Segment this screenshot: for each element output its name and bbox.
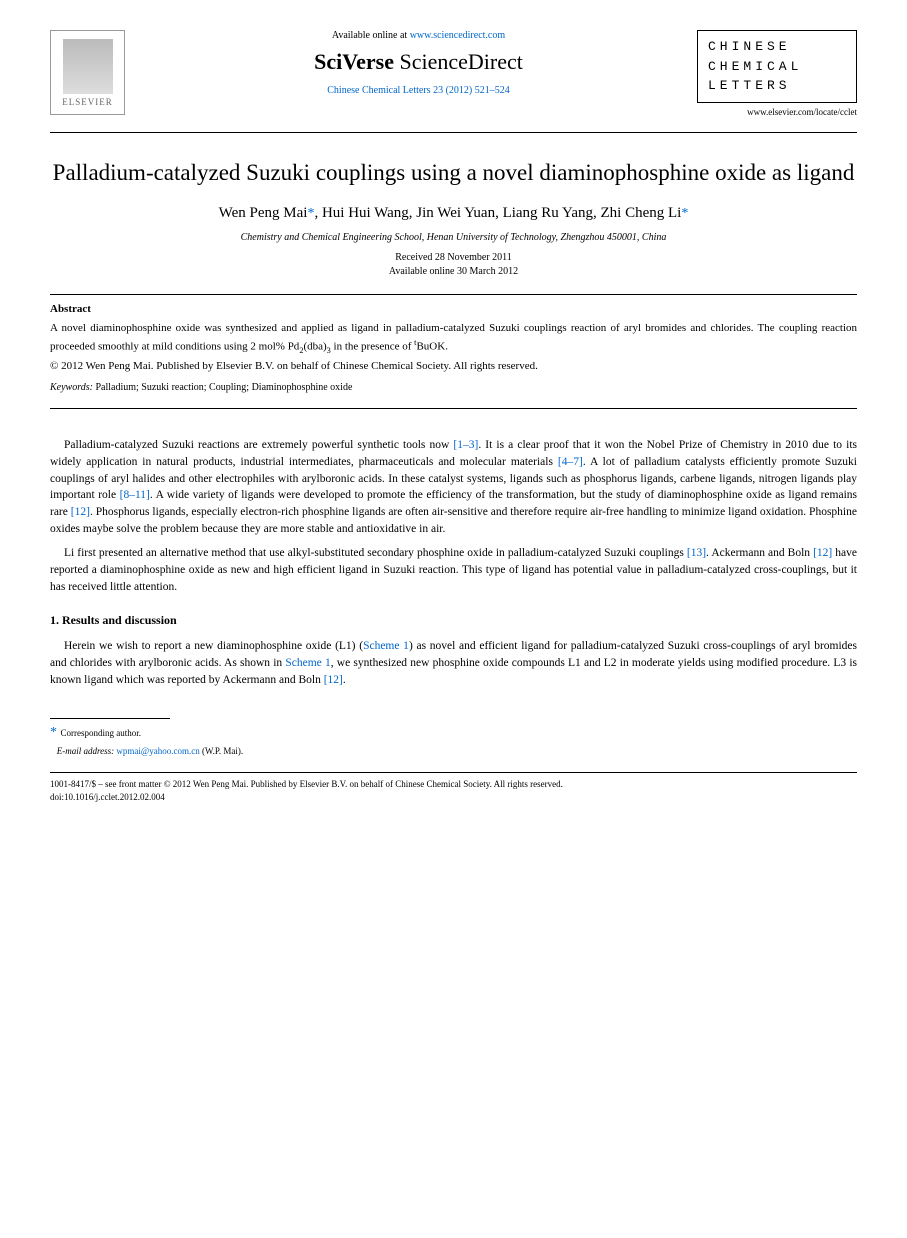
journal-branding: CHINESE CHEMICAL LETTERS www.elsevier.co… <box>697 30 857 117</box>
journal-title-box: CHINESE CHEMICAL LETTERS <box>697 30 857 103</box>
abstract-copyright: © 2012 Wen Peng Mai. Published by Elsevi… <box>50 360 857 372</box>
keywords-text: Palladium; Suzuki reaction; Coupling; Di… <box>93 382 352 393</box>
ref-13[interactable]: [13] <box>687 547 706 559</box>
body-paragraph-2: Li first presented an alternative method… <box>50 545 857 595</box>
body-paragraph-1: Palladium-catalyzed Suzuki reactions are… <box>50 437 857 537</box>
authors-line: Wen Peng Mai *, Hui Hui Wang, Jin Wei Yua… <box>50 205 857 222</box>
section-1-heading: 1. Results and discussion <box>50 613 857 628</box>
footnote-separator <box>50 718 170 719</box>
abstract-text-end: BuOK. <box>416 340 447 352</box>
authors-rest: , Hui Hui Wang, Jin Wei Yuan, Liang Ru Y… <box>314 205 681 221</box>
available-online-date: Available online 30 March 2012 <box>50 265 857 279</box>
received-date: Received 28 November 2011 <box>50 251 857 265</box>
journal-box-line3: LETTERS <box>708 76 846 96</box>
publisher-header: ELSEVIER Available online at www.science… <box>50 30 857 117</box>
sciencedirect-url[interactable]: www.sciencedirect.com <box>410 30 505 41</box>
article-title: Palladium-catalyzed Suzuki couplings usi… <box>50 158 857 188</box>
section-1-paragraph: Herein we wish to report a new diaminoph… <box>50 638 857 688</box>
s1-d: . <box>343 674 346 686</box>
journal-citation[interactable]: Chinese Chemical Letters 23 (2012) 521–5… <box>140 85 697 96</box>
ref-1-3[interactable]: [1–3] <box>453 439 478 451</box>
journal-box-line2: CHEMICAL <box>708 57 846 77</box>
journal-box-line1: CHINESE <box>708 37 846 57</box>
keywords-label: Keywords: <box>50 382 93 393</box>
corresponding-asterisk-2: * <box>681 206 688 221</box>
sciverse-brand: SciVerse ScienceDirect <box>140 49 697 75</box>
elsevier-logo-block: ELSEVIER <box>50 30 140 115</box>
available-online-text: Available online at www.sciencedirect.co… <box>140 30 697 41</box>
footer-divider <box>50 772 857 773</box>
ref-4-7[interactable]: [4–7] <box>558 456 583 468</box>
s1-a: Herein we wish to report a new diaminoph… <box>64 640 363 652</box>
abstract-heading: Abstract <box>50 303 857 315</box>
dba-text: (dba) <box>303 340 326 352</box>
elsevier-logo: ELSEVIER <box>50 30 125 115</box>
footnote-asterisk-icon: * <box>50 725 61 740</box>
p1-e: . Phosphorus ligands, especially electro… <box>50 506 857 535</box>
doi[interactable]: doi:10.1016/j.cclet.2012.02.004 <box>50 791 857 804</box>
email-suffix: (W.P. Mai). <box>200 746 243 756</box>
issn-copyright: 1001-8417/$ – see front matter © 2012 We… <box>50 778 857 791</box>
elsevier-label: ELSEVIER <box>62 97 113 107</box>
ref-12-c[interactable]: [12] <box>324 674 343 686</box>
journal-locator-url[interactable]: www.elsevier.com/locate/cclet <box>697 107 857 117</box>
abstract-text-main: A novel diaminophosphine oxide was synth… <box>50 322 857 352</box>
publication-dates: Received 28 November 2011 Available onli… <box>50 251 857 279</box>
author-1: Wen Peng Mai <box>219 205 308 221</box>
sciverse-light: ScienceDirect <box>399 49 522 74</box>
scheme-1-link-b[interactable]: Scheme 1 <box>285 657 330 669</box>
abstract-bottom-divider <box>50 408 857 409</box>
p2-a: Li first presented an alternative method… <box>64 547 687 559</box>
author-email[interactable]: wpmai@yahoo.com.cn <box>116 746 199 756</box>
abstract-text-tail: in the presence of <box>331 340 414 352</box>
header-center: Available online at www.sciencedirect.co… <box>140 30 697 96</box>
p2-b: . Ackermann and Boln <box>706 547 813 559</box>
keywords-line: Keywords: Palladium; Suzuki reaction; Co… <box>50 382 857 393</box>
sciverse-bold: SciVerse <box>314 49 399 74</box>
corresponding-footnote: * Corresponding author. <box>50 723 857 743</box>
corresponding-label: Corresponding author. <box>61 728 142 738</box>
affiliation: Chemistry and Chemical Engineering Schoo… <box>50 232 857 243</box>
spacer <box>50 417 857 437</box>
ref-12-b[interactable]: [12] <box>813 547 832 559</box>
ref-8-11[interactable]: [8–11] <box>120 489 150 501</box>
elsevier-tree-icon <box>63 39 113 94</box>
email-label: E-mail address: <box>57 746 114 756</box>
abstract-top-divider <box>50 294 857 295</box>
available-prefix: Available online at <box>332 30 410 41</box>
email-footnote: E-mail address: wpmai@yahoo.com.cn (W.P.… <box>50 745 857 758</box>
scheme-1-link-a[interactable]: Scheme 1 <box>363 640 409 652</box>
abstract-paragraph: A novel diaminophosphine oxide was synth… <box>50 321 857 356</box>
p1-a: Palladium-catalyzed Suzuki reactions are… <box>64 439 453 451</box>
header-divider <box>50 132 857 133</box>
ref-12-a[interactable]: [12] <box>71 506 90 518</box>
